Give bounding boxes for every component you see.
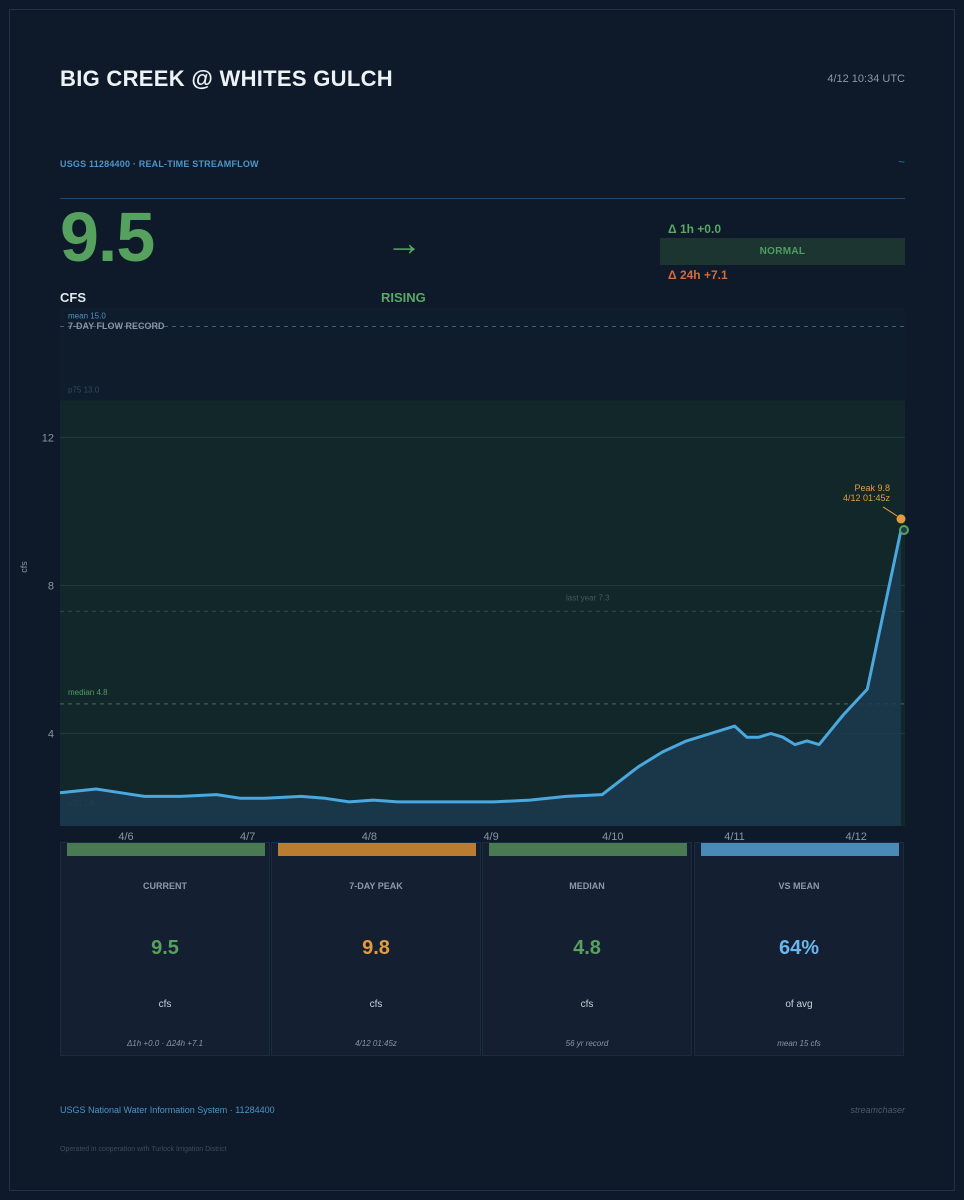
card-value: 4.8: [573, 937, 601, 959]
summary-cards: CURRENT 9.5 cfs Δ1h +0.0 · Δ24h +7.1 7-D…: [60, 842, 905, 1056]
mean-label: mean 15.0: [68, 312, 106, 321]
peak-leader-line: [882, 506, 898, 517]
peak-marker[interactable]: [896, 514, 906, 524]
p75-label: p75 13.0: [68, 386, 100, 395]
card-note: 56 yr record: [565, 1039, 609, 1048]
card-label: MEDIAN: [569, 881, 605, 891]
card-label: CURRENT: [143, 881, 187, 891]
trend-arrow-icon: →: [386, 222, 422, 263]
header-divider: [60, 198, 905, 199]
page-frame: [9, 9, 955, 1191]
trend-label: RISING: [381, 290, 426, 305]
delta-24h: Δ 24h +7.1: [668, 268, 728, 282]
card-accent-bar: [67, 843, 265, 856]
card-value: 9.8: [362, 937, 390, 959]
card-accent-bar: [489, 843, 687, 856]
x-tick-label: 4/8: [362, 831, 377, 843]
card-7day-peak: 7-DAY PEAK 9.8 cfs 4/12 01:45z: [271, 842, 481, 1056]
card-current: CURRENT 9.5 cfs Δ1h +0.0 · Δ24h +7.1: [60, 842, 270, 1056]
footer-brand: streamchaser: [850, 1105, 905, 1115]
y-tick-label: 12: [42, 433, 54, 445]
card-note: 4/12 01:45z: [355, 1039, 397, 1048]
update-timestamp: 4/12 10:34 UTC: [827, 73, 905, 85]
card-value: 64%: [778, 937, 820, 959]
flow-chart: mean 15.0 p75 13.0 last year 7.3 median 4.8…: [19, 308, 909, 843]
x-tick-label: 4/7: [240, 831, 255, 843]
current-flow-value: 9.5: [60, 198, 155, 276]
x-tick-label: 4/9: [483, 831, 498, 843]
current-flow-unit: CFS: [60, 290, 86, 305]
card-unit: cfs: [369, 999, 383, 1010]
flow-line: [59, 529, 903, 804]
current-marker[interactable]: [899, 525, 909, 535]
y-tick-label: 4: [48, 729, 54, 741]
gauge-subtitle: USGS 11284400 · REAL-TIME STREAMFLOW: [60, 159, 259, 169]
card-value: 9.5: [151, 937, 179, 959]
flow-area: [60, 530, 901, 826]
delta-1h: Δ 1h +0.0: [668, 222, 721, 236]
card-unit: of avg: [785, 999, 813, 1010]
peak-label: Peak 9.8: [854, 483, 890, 493]
footer-cooperation: Operated in cooperation with Turlock Irr…: [60, 1146, 227, 1153]
x-tick-label: 4/10: [602, 831, 623, 843]
card-vs-mean: VS MEAN 64% of avg mean 15 cfs: [694, 842, 904, 1056]
y-tick-label: 8: [48, 581, 54, 593]
footer-source[interactable]: USGS National Water Information System ·…: [60, 1105, 275, 1115]
page-title: BIG CREEK @ WHITES GULCH: [60, 66, 393, 91]
median-label: median 4.8: [68, 688, 108, 697]
card-note: mean 15 cfs: [777, 1039, 821, 1048]
peak-time: 4/12 01:45z: [843, 493, 891, 503]
chart-title: 7-DAY FLOW RECORD: [68, 321, 165, 331]
y-axis-label: cfs: [19, 561, 29, 573]
x-tick-label: 4/6: [118, 831, 133, 843]
card-label: VS MEAN: [778, 881, 820, 891]
status-badge: NORMAL: [660, 238, 905, 265]
card-unit: cfs: [580, 999, 594, 1010]
card-accent-bar: [278, 843, 476, 856]
wave-icon: ~: [897, 155, 905, 169]
card-label: 7-DAY PEAK: [349, 881, 403, 891]
card-unit: cfs: [158, 999, 172, 1010]
card-median: MEDIAN 4.8 cfs 56 yr record: [482, 842, 692, 1056]
x-tick-label: 4/11: [724, 831, 745, 843]
last-year-label: last year 7.3: [566, 593, 610, 602]
x-tick-label: 4/12: [845, 831, 866, 843]
card-note: Δ1h +0.0 · Δ24h +7.1: [126, 1039, 204, 1048]
card-accent-bar: [701, 843, 899, 856]
